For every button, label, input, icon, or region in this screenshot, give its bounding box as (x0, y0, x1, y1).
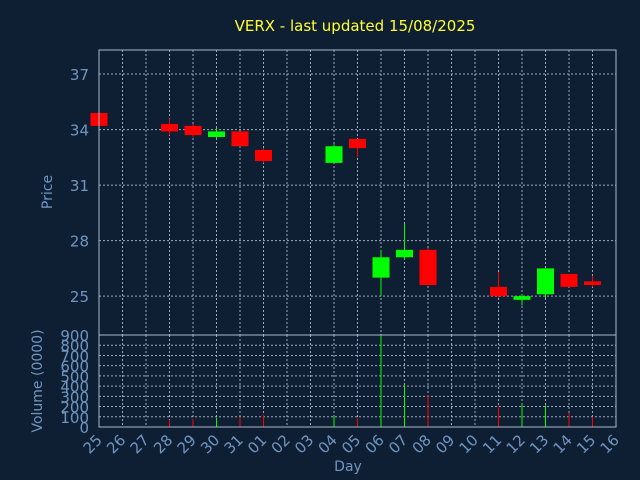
candle-body (255, 149, 272, 162)
volume-tick-label: 100 (60, 409, 89, 427)
price-tick-label: 25 (70, 288, 89, 306)
day-tick-label: 14 (550, 431, 576, 457)
volume-tick-label: 600 (60, 358, 89, 376)
candle (560, 273, 578, 287)
price-tick-label: 34 (70, 122, 89, 140)
day-tick-label: 13 (526, 431, 552, 457)
candle-body (231, 131, 249, 147)
volume-tick-label: 300 (60, 388, 89, 406)
candle (490, 272, 507, 298)
day-tick-label: 08 (409, 431, 435, 457)
candle (255, 148, 272, 163)
day-tick-label: 05 (338, 431, 364, 457)
candle (325, 144, 343, 163)
price-axis-ticks: 25 28 31 34 37 (70, 66, 89, 306)
candle-body (537, 268, 554, 295)
day-tick-label: 02 (268, 431, 294, 457)
volume-tick-label: 800 (60, 337, 89, 355)
day-tick-label: 06 (362, 431, 388, 457)
day-tick-label: 09 (432, 431, 458, 457)
day-tick-label: 15 (573, 431, 599, 457)
day-tick-label: 28 (150, 431, 176, 457)
candle (419, 248, 437, 286)
candle (396, 223, 413, 260)
candle-body (560, 273, 578, 287)
candle-body (349, 138, 366, 149)
day-tick-label: 31 (221, 431, 247, 457)
volume-tick-label: 700 (60, 347, 89, 365)
candle (537, 268, 554, 298)
candle (208, 127, 225, 139)
chart-title: VERX - last updated 15/08/2025 (235, 17, 476, 35)
candle (372, 249, 390, 297)
price-tick-label: 31 (70, 177, 89, 195)
volume-tick-label: 900 (60, 327, 89, 345)
candle (584, 275, 601, 287)
candle-body (372, 257, 390, 278)
candle (184, 124, 202, 137)
volume-tick-label: 200 (60, 399, 89, 417)
price-tick-label: 28 (70, 233, 89, 251)
candle-body (490, 286, 507, 297)
volume-panel-frame (98, 334, 617, 428)
candle-body (396, 249, 413, 258)
volume-axis-label: Volume (0000) (30, 329, 46, 432)
candle (349, 138, 366, 158)
day-tick-label: 07 (385, 431, 411, 457)
candle-body (325, 146, 343, 163)
day-tick-label: 11 (479, 431, 505, 457)
day-tick-label: 30 (197, 431, 223, 457)
candle (161, 118, 178, 136)
candle-body (161, 124, 178, 132)
day-tick-label: 04 (315, 431, 341, 457)
day-axis-ticks: 2526272829303101020304050607080910111213… (80, 431, 623, 457)
candle-body (419, 249, 437, 286)
day-tick-label: 12 (503, 431, 529, 457)
volume-grid (98, 335, 617, 427)
day-tick-label: 26 (103, 431, 129, 457)
price-axis-label: Price (40, 175, 56, 209)
day-tick-label: 10 (456, 431, 482, 457)
volume-tick-label: 400 (60, 378, 89, 396)
day-tick-label: 03 (291, 431, 317, 457)
day-tick-label: 16 (597, 431, 623, 457)
day-axis-label: Day (334, 459, 362, 475)
day-tick-label: 29 (174, 431, 200, 457)
candle-body (184, 125, 202, 136)
candle-body (208, 131, 225, 137)
day-tick-label: 27 (127, 431, 153, 457)
candle (231, 131, 249, 147)
volume-tick-label: 500 (60, 368, 89, 386)
candle (513, 294, 531, 306)
volume-bars (98, 335, 593, 427)
day-tick-label: 01 (244, 431, 270, 457)
candle-body (513, 296, 531, 300)
volume-tick-label: 0 (79, 419, 89, 437)
price-tick-label: 37 (70, 66, 89, 84)
candles (90, 112, 601, 306)
candle-body (584, 281, 601, 286)
